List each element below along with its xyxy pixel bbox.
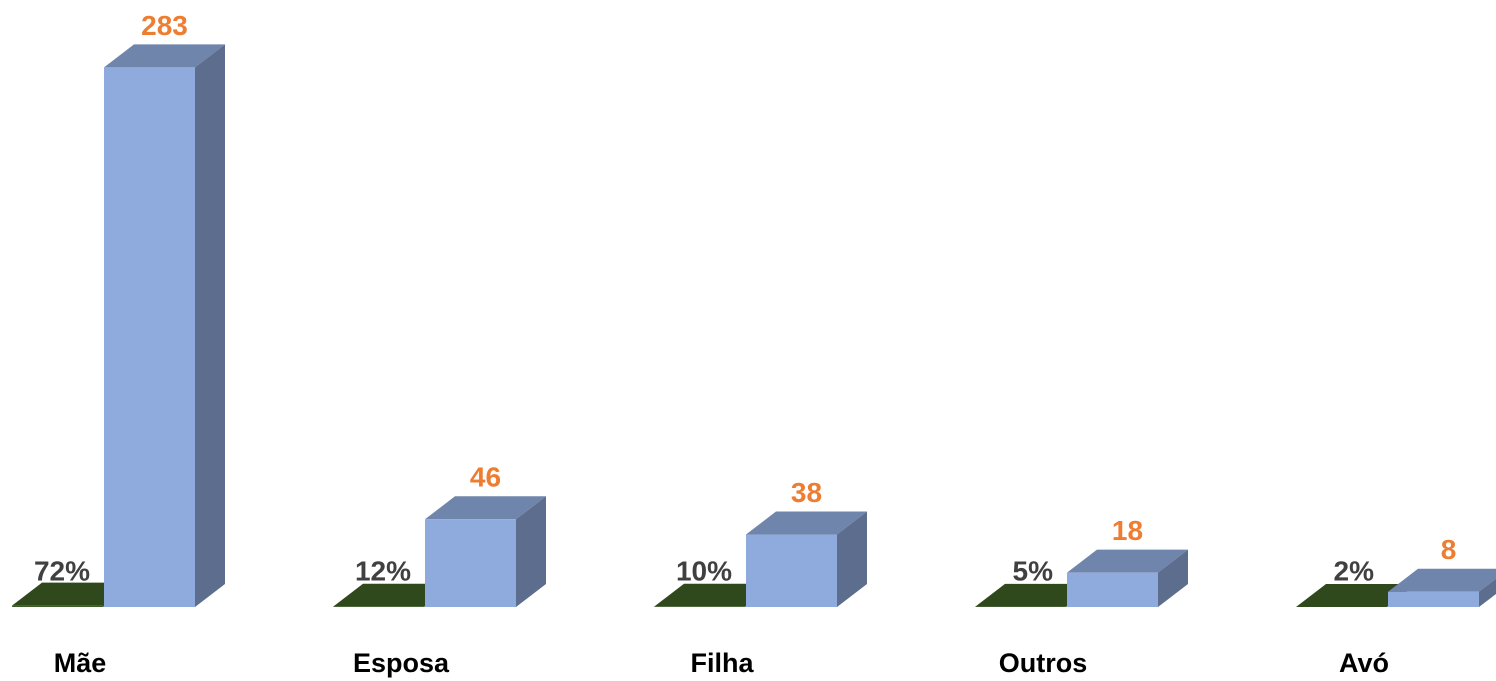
x-tick-label: Outros	[999, 648, 1088, 678]
percent-label: 12%	[355, 555, 411, 586]
value-label: 46	[470, 462, 501, 493]
bar-top	[333, 583, 454, 607]
bar-side	[516, 496, 546, 607]
bar-top	[654, 583, 775, 607]
bar	[12, 605, 103, 607]
x-tick-label: Esposa	[353, 648, 450, 678]
bar-top	[975, 583, 1096, 607]
percent-label: 5%	[1013, 555, 1054, 586]
bar-side	[1479, 578, 1496, 607]
bar-top	[746, 511, 867, 535]
x-tick-label: Mãe	[54, 648, 107, 678]
bar	[1388, 591, 1479, 607]
bar-top	[12, 582, 133, 606]
bar-top	[104, 44, 225, 68]
bar-top	[1296, 583, 1417, 607]
bar	[1067, 572, 1158, 607]
bar-side	[1158, 549, 1188, 607]
percent-label: 72%	[34, 555, 90, 586]
bar-top	[1067, 549, 1188, 573]
bar	[104, 67, 195, 607]
value-label: 8	[1441, 534, 1457, 565]
bar-top	[425, 496, 546, 520]
bar-top	[1388, 568, 1496, 592]
percent-label: 10%	[676, 555, 732, 586]
x-tick-label: Avó	[1339, 648, 1389, 678]
bar	[425, 519, 516, 607]
percent-label: 2%	[1334, 555, 1375, 586]
bar	[746, 534, 837, 607]
bar-side	[195, 44, 225, 608]
x-tick-label: Filha	[690, 648, 754, 678]
bar-side	[837, 511, 867, 607]
value-label: 283	[141, 10, 188, 41]
value-label: 38	[791, 477, 822, 508]
value-label: 18	[1112, 515, 1143, 546]
